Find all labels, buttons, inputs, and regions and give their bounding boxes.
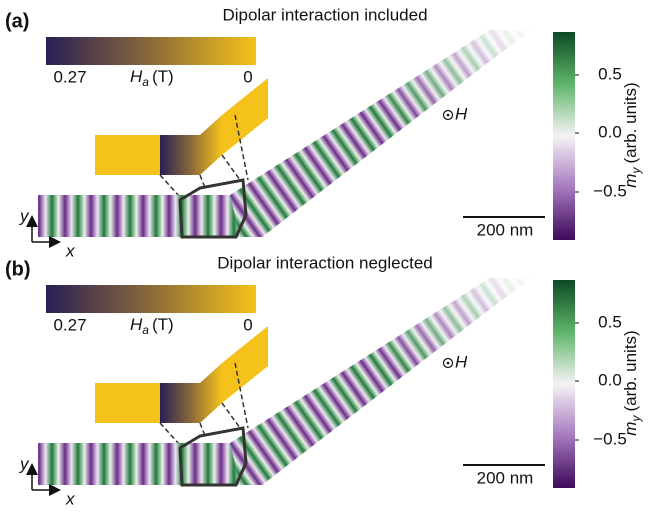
panel-label: (b) [5, 258, 31, 280]
field-symbol: H [455, 352, 468, 371]
scale-bar-label: 200 nm [477, 468, 534, 487]
field-region [95, 383, 160, 423]
figure: (a)Dipolar interaction included0.27Ha(T)… [0, 0, 649, 516]
field-bar-label: Ha(T) [130, 315, 174, 337]
field-symbol: H [455, 104, 468, 123]
field-min-label: 0.27 [53, 315, 86, 334]
colorbar-label: my (arb. units) [621, 330, 643, 435]
axis-label: x [65, 241, 75, 260]
colorbar-unit: (arb. units) [621, 330, 640, 411]
field-region [222, 78, 268, 155]
colorbar-tick-label: 0.5 [598, 64, 622, 83]
axis-label: x [65, 489, 75, 508]
projection-line [222, 155, 240, 180]
field-unit: (T) [152, 315, 174, 334]
panel-label: (a) [5, 10, 29, 32]
colorbar-subscript: y [629, 415, 643, 423]
axis-label: y [19, 206, 30, 225]
field-bar-label: Ha(T) [130, 67, 174, 89]
field-symbol: H [130, 67, 143, 86]
colorbar [553, 280, 575, 488]
field-colorbar [46, 37, 256, 65]
field-subscript: a [142, 75, 149, 89]
colorbar-symbol: m [621, 422, 640, 436]
field-unit: (T) [152, 67, 174, 86]
colorbar-symbol: m [621, 174, 640, 188]
field-region [95, 135, 160, 175]
projection-line [160, 175, 180, 197]
colorbar-subscript: y [629, 167, 643, 175]
axis-label: y [19, 454, 30, 473]
field-min-label: 0.27 [53, 67, 86, 86]
field-symbol: H [130, 315, 143, 334]
panel-title: Dipolar interaction included [222, 5, 427, 24]
field-colorbar [46, 285, 256, 313]
panel-title: Dipolar interaction neglected [217, 253, 432, 272]
projection-line [222, 403, 240, 428]
scale-bar-label: 200 nm [477, 220, 534, 239]
field-region [222, 326, 268, 403]
colorbar [553, 32, 575, 240]
panel: (b) Dipolar interaction neglected 0.27 Ha(T… [5, 253, 643, 508]
field-subscript: a [142, 323, 149, 337]
field-region [160, 115, 222, 175]
field-max-label: 0 [243, 67, 252, 86]
waveguide [38, 195, 248, 237]
waveguide-fade [230, 278, 530, 485]
colorbar-unit: (arb. units) [621, 82, 640, 163]
colorbar-tick-label: 0.0 [598, 122, 622, 141]
colorbar-tick-label: 0.0 [598, 370, 622, 389]
waveguide-fade [230, 30, 530, 237]
colorbar-label: my (arb. units) [621, 82, 643, 187]
colorbar-tick-label: 0.5 [598, 312, 622, 331]
panel: (a) Dipolar interaction included 0.27 Ha(T)… [5, 5, 643, 260]
field-region [160, 363, 222, 423]
projection-line [160, 423, 180, 445]
waveguide [38, 443, 248, 485]
field-direction [447, 362, 450, 365]
field-direction [447, 114, 450, 117]
field-max-label: 0 [243, 315, 252, 334]
